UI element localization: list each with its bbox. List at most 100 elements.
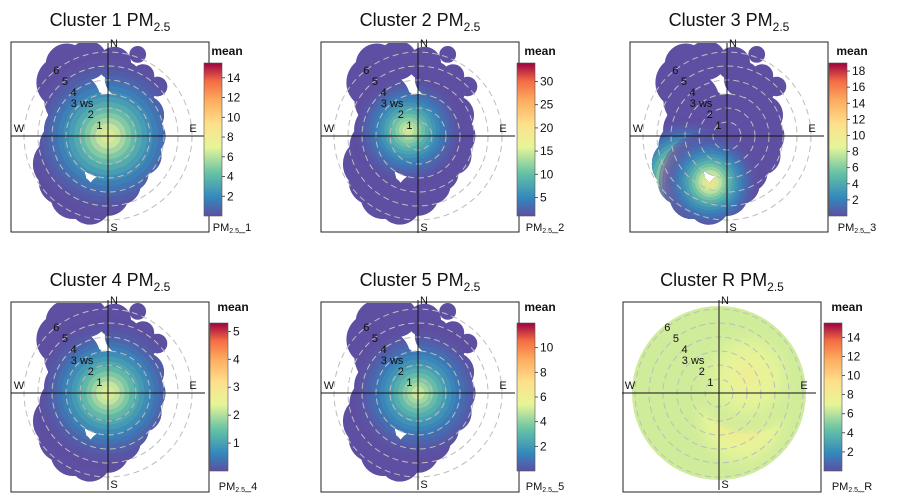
ring-label: 2 [88,109,94,121]
colorbar-label: PM2.5_5 [526,481,564,494]
direction-label: E [808,123,815,135]
direction-label: E [499,380,506,392]
ring-label: 5 [372,333,378,345]
colorbar-tick-label: 8 [540,365,547,379]
ring-label: 6 [672,65,678,77]
ring-label: 3 ws [690,98,713,110]
colorbar-tick-label: 3 [233,380,240,394]
colorbar-tick-label: 2 [852,193,859,207]
ring-label: 2 [699,366,705,378]
colorbar-tick-label: 25 [540,98,554,112]
ring-label: 3 ws [71,98,94,110]
panel-title: Cluster R PM2.5 [660,270,784,294]
colorbar-tick-label: 30 [540,75,554,89]
ring-label: 3 ws [381,355,404,367]
colorbar-label: PM2.5_2 [526,222,564,235]
colorbar-tick-label: 2 [540,439,547,453]
colorbar-tick-label: 8 [847,388,854,402]
colorbar-title: mean [211,44,242,58]
colorbar-title: mean [836,44,867,58]
panel-title: Cluster 1 PM2.5 [50,10,171,34]
colorbar [209,322,229,472]
colorbar-tick-label: 14 [852,96,866,110]
colorbar-tick-label: 6 [847,407,854,421]
ring-label: 6 [53,65,59,77]
ring-label: 6 [363,322,369,334]
direction-label: W [14,380,25,392]
direction-label: E [189,123,196,135]
direction-label: W [625,380,636,392]
ring-label: 4 [380,87,386,99]
concentration-field [32,303,168,482]
colorbar-tick-label: 18 [852,64,866,78]
colorbar-tick-label: 10 [847,369,861,383]
colorbar-label: PM2.5_1 [213,222,251,235]
direction-label: E [189,380,196,392]
ring-label: 1 [715,120,721,132]
direction-label: E [800,380,807,392]
ring-label: 4 [70,87,76,99]
ring-label: 3 ws [682,355,705,367]
ring-label: 4 [681,344,687,356]
direction-label: N [729,38,737,50]
hotspot-disc [406,128,411,133]
colorbar-title: mean [524,300,555,314]
colorbar-tick-label: 2 [233,408,240,422]
ring-label: 4 [380,344,386,356]
colorbar-tick-label: 10 [540,167,554,181]
ring-label: 3 ws [71,355,94,367]
direction-label: S [729,222,736,234]
colorbar-tick-label: 4 [227,170,234,184]
colorbar-tick-label: 10 [852,129,866,143]
colorbar-tick-label: 4 [852,177,859,191]
ring-label: 5 [673,333,679,345]
direction-label: N [420,38,428,50]
colorbar-tick-label: 15 [540,144,554,158]
direction-label: W [324,380,335,392]
direction-label: S [110,479,117,491]
colorbar-tick-label: 5 [540,191,547,205]
colorbar-tick-label: 6 [227,150,234,164]
direction-label: W [633,123,644,135]
colorbar-tick-label: 16 [852,80,866,94]
colorbar-tick-label: 4 [540,415,547,429]
colorbar-tick-label: 14 [227,71,241,85]
concentration-field [632,306,806,480]
colorbar-tick-label: 6 [852,161,859,175]
panel-title: Cluster 5 PM2.5 [360,270,481,294]
ring-label: 2 [398,109,404,121]
ring-label: 2 [88,366,94,378]
colorbar-tick-label: 6 [540,390,547,404]
colorbar-label: PM2.5_4 [219,481,257,494]
ring-label: 4 [70,344,76,356]
ring-label: 1 [406,377,412,389]
colorbar-tick-label: 12 [847,349,861,363]
ring-label: 2 [707,109,713,121]
ring-label: 3 ws [381,98,404,110]
colorbar-tick-label: 2 [847,445,854,459]
colorbar-tick-label: 4 [847,426,854,440]
direction-label: W [14,123,25,135]
colorbar-label: PM2.5_R [832,481,872,494]
colorbar-tick-label: 12 [852,112,866,126]
direction-label: N [110,295,118,307]
colorbar [203,62,223,217]
ring-label: 4 [689,87,695,99]
ring-label: 6 [363,65,369,77]
ring-label: 1 [406,120,412,132]
colorbar-title: mean [831,300,862,314]
ring-label: 1 [707,377,713,389]
colorbar [823,322,843,472]
ring-label: 5 [62,76,68,88]
colorbar-tick-label: 12 [227,91,241,105]
colorbar-title: mean [524,44,555,58]
ring-label: 2 [398,366,404,378]
colorbar-tick-label: 2 [227,189,234,203]
direction-label: E [499,123,506,135]
